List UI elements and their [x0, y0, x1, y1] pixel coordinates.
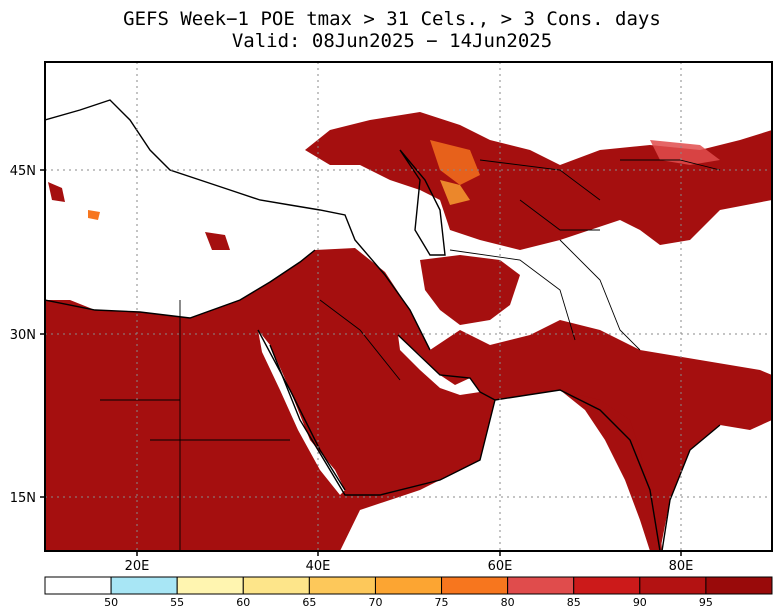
bay-of-bengal — [670, 430, 772, 551]
lat-label-45n: 45N — [10, 164, 36, 179]
colorbar-label: 55 — [170, 596, 184, 609]
lat-label-15n: 15N — [10, 491, 36, 506]
colorbar-swatch — [110, 576, 178, 595]
colorbar-swatch — [374, 576, 443, 595]
persian-gulf — [398, 335, 480, 395]
colorbar-swatch — [242, 576, 310, 595]
colorbar-swatch — [441, 576, 509, 595]
coastlines — [45, 99, 721, 551]
heat-spot-spain — [48, 182, 65, 202]
heat-region-iran — [420, 255, 520, 325]
colorbar-swatch — [44, 576, 112, 595]
colorbar-label: 50 — [104, 596, 118, 609]
lat-axis: 45N 30N 15N — [10, 164, 45, 506]
prob-edge-orange-2 — [440, 180, 470, 205]
prob-edge-red-east — [650, 140, 720, 165]
country-borders — [100, 159, 721, 551]
colorbar-label: 75 — [435, 596, 449, 609]
map-gridlines — [45, 62, 772, 551]
map-frame — [44, 61, 773, 552]
colorbar-label: 85 — [567, 596, 581, 609]
colorbar-label: 60 — [236, 596, 250, 609]
lat-label-30n: 30N — [10, 328, 36, 343]
colorbar-swatch — [176, 576, 244, 595]
lon-axis: 20E 40E 60E 80E — [125, 551, 694, 574]
map-title-line1: GEFS Week−1 POE tmax > 31 Cels., > 3 Con… — [123, 8, 661, 30]
colorbar: 50 55 60 65 70 75 80 85 90 95 — [44, 576, 773, 609]
colorbar-label: 90 — [633, 596, 647, 609]
colorbar-swatch — [573, 576, 641, 595]
colorbar-label: 65 — [302, 596, 316, 609]
map-title-line2: Valid: 08Jun2025 − 14Jun2025 — [231, 30, 553, 52]
lon-label-20e: 20E — [125, 559, 150, 574]
prob-edge-orange — [430, 140, 480, 185]
colorbar-swatch — [507, 576, 575, 595]
heat-spot-turkey — [205, 232, 230, 250]
colorbar-label: 70 — [368, 596, 382, 609]
colorbar-swatch — [705, 576, 773, 595]
lon-label-80e: 80E — [669, 559, 694, 574]
lon-label-40e: 40E — [306, 559, 331, 574]
heat-spot-italy — [88, 210, 100, 220]
arabian-sea — [340, 390, 655, 551]
lon-label-60e: 60E — [488, 559, 513, 574]
colorbar-swatch — [308, 576, 376, 595]
colorbar-label: 95 — [699, 596, 713, 609]
colorbar-swatch — [639, 576, 707, 595]
colorbar-label: 80 — [501, 596, 515, 609]
probability-fill-layer — [45, 112, 772, 551]
